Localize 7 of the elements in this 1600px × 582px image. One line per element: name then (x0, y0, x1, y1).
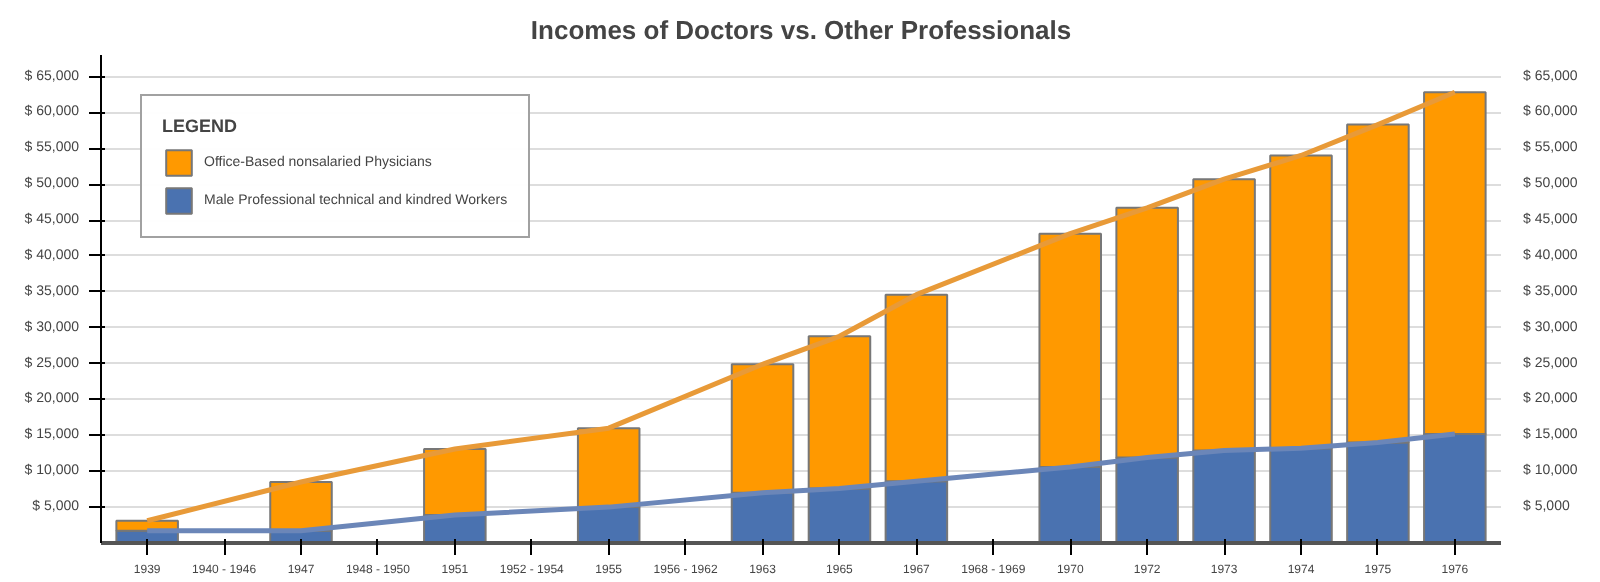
bar (1192, 449, 1256, 543)
bar (1192, 178, 1256, 452)
legend-title: LEGEND (162, 116, 240, 136)
line-series (144, 431, 1458, 534)
bar (730, 363, 795, 494)
chart-title: Incomes of Doctors vs. Other Professionals (530, 15, 1072, 45)
line-series (144, 89, 1458, 524)
